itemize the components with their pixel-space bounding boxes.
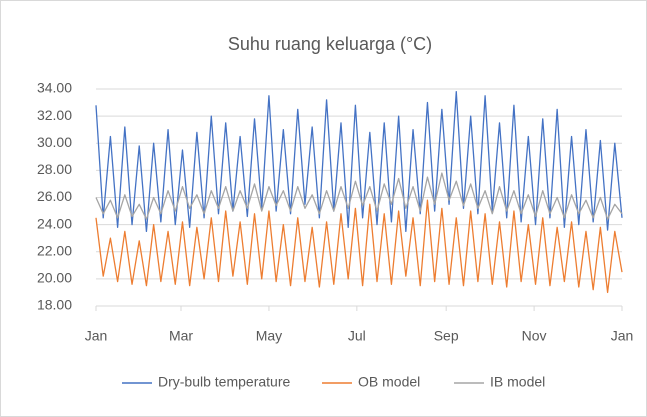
y-tick-label: 20.00 — [37, 270, 72, 286]
x-tick-label: Jan — [611, 328, 634, 344]
y-tick-label: 30.00 — [37, 134, 72, 150]
x-tick-label: Jan — [85, 328, 108, 344]
legend-label: OB model — [358, 374, 420, 390]
y-tick-label: 24.00 — [37, 215, 72, 231]
x-tick-label: Mar — [169, 328, 193, 344]
x-tick-label: Sep — [434, 328, 459, 344]
legend-label: IB model — [490, 374, 545, 390]
chart-title: Suhu ruang keluarga (°C) — [228, 34, 432, 54]
x-tick-label: May — [256, 328, 282, 344]
y-tick-label: 28.00 — [37, 161, 72, 177]
legend-label: Dry-bulb temperature — [158, 374, 290, 390]
y-tick-label: 34.00 — [37, 80, 72, 96]
series-line — [95, 199, 623, 294]
series-line — [95, 172, 623, 220]
y-tick-label: 32.00 — [37, 107, 72, 123]
y-tick-label: 26.00 — [37, 188, 72, 204]
x-tick-label: Nov — [522, 328, 547, 344]
x-tick-label: Jul — [348, 328, 366, 344]
y-tick-label: 18.00 — [37, 297, 72, 313]
series-line — [95, 91, 623, 233]
y-tick-label: 22.00 — [37, 242, 72, 258]
